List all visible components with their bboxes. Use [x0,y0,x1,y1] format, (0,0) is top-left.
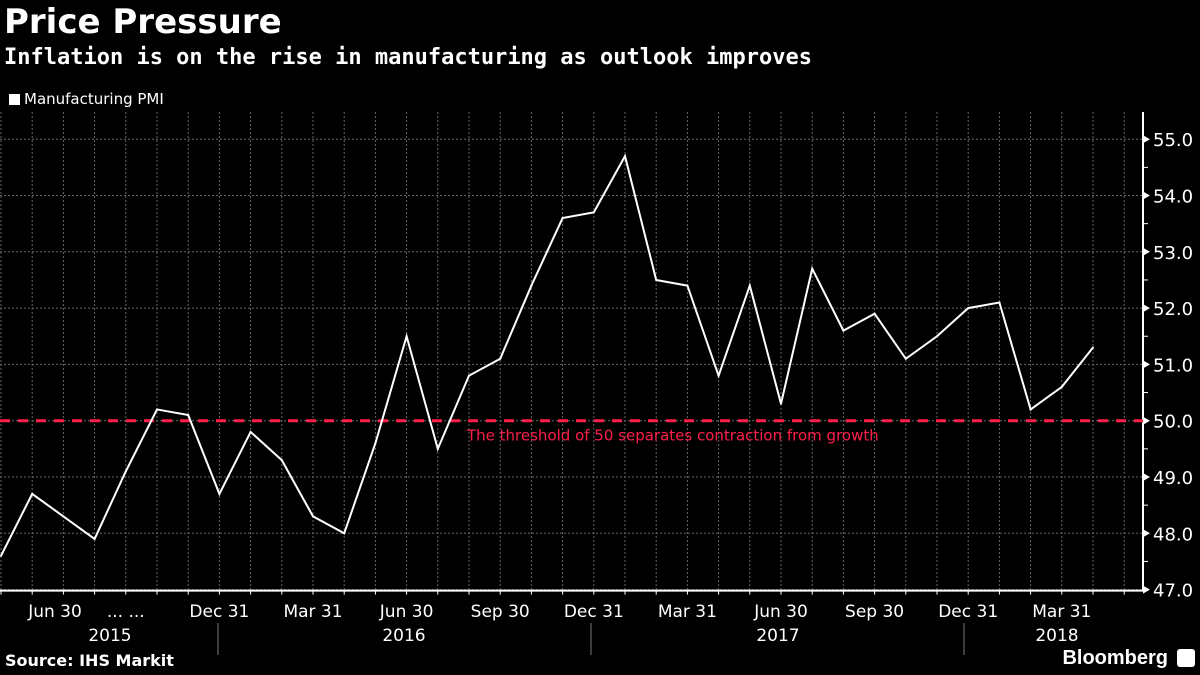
data-point [1092,346,1094,349]
x-tick-label: Dec 31 [564,602,624,622]
y-tick [1143,473,1150,481]
x-tick-label: Mar 31 [283,602,342,622]
data-point [468,374,470,377]
data-point [156,408,158,411]
data-point [904,357,907,360]
data-point [0,554,2,557]
y-tick [1143,416,1150,425]
y-tick [1143,585,1150,594]
source-note: Source: IHS Markit [5,651,174,670]
y-tick-label: 54.0 [1153,187,1193,208]
data-point [374,442,377,445]
data-point [686,284,689,287]
x-tick-label: Dec 31 [938,602,998,622]
chart-subtitle: Inflation is on the rise in manufacturin… [4,45,812,70]
y-tick [1143,247,1150,256]
data-point [249,430,252,433]
x-tick-label: Mar 31 [1032,602,1091,622]
data-point [780,402,782,405]
y-tick-label: 53.0 [1153,243,1193,264]
data-point [436,447,439,450]
y-tick [1143,529,1150,538]
bloomberg-chart-icon [1177,649,1195,667]
data-point [218,492,221,495]
data-point [1029,408,1032,411]
x-tick-label: Sep 30 [845,602,904,622]
y-tick-label: 52.0 [1153,299,1193,320]
data-point [748,284,751,287]
data-point [343,532,346,535]
data-point [1060,385,1063,388]
y-tick-label: 47.0 [1153,581,1193,602]
y-tick-label: 51.0 [1153,355,1193,376]
data-point [312,515,314,518]
chart-title: Price Pressure [4,2,282,42]
data-point [405,335,408,338]
data-point [624,155,626,158]
data-point [499,357,502,360]
data-point [530,284,533,287]
x-tick-label: Jun 30 [27,602,82,622]
data-point [93,537,96,540]
data-point [842,329,845,332]
y-tick [1143,360,1150,369]
year-label: 2015 [88,626,131,646]
series-line-manufacturing-pmi [0,153,1094,557]
y-tick [1143,191,1150,200]
data-point [124,470,127,473]
y-tick-label: 48.0 [1153,524,1193,545]
year-label: 2017 [756,626,799,646]
legend-swatch [9,93,20,105]
year-label: 2016 [382,626,425,646]
y-tick-label: 55.0 [1153,130,1193,151]
y-tick [1143,304,1150,313]
x-tick-label: Mar 31 [658,602,717,622]
data-point [561,217,564,220]
data-point [998,301,1001,304]
y-tick [1143,135,1150,144]
data-point [936,335,938,338]
y-tick-label: 50.0 [1153,412,1193,433]
legend-label: Manufacturing PMI [24,90,164,108]
data-point [655,278,658,281]
y-tick-label: 49.0 [1153,468,1193,489]
data-point [811,267,814,270]
data-point [873,312,876,315]
data-point [187,414,190,417]
data-point [31,492,34,495]
x-tick-label: Jun 30 [753,602,808,622]
data-point [592,211,595,214]
x-tick-label: ... ... [107,602,145,622]
x-tick-label: Sep 30 [471,602,530,622]
data-point [967,307,970,310]
year-label: 2018 [1035,626,1078,646]
data-point [717,374,720,377]
x-tick-label: Jun 30 [379,602,434,622]
data-point [62,515,65,518]
threshold-annotation: The threshold of 50 separates contractio… [466,427,879,445]
brand-logo: Bloomberg [1062,647,1168,669]
x-tick-label: Dec 31 [189,602,249,622]
legend: Manufacturing PMI [9,90,164,108]
data-point [280,459,283,462]
